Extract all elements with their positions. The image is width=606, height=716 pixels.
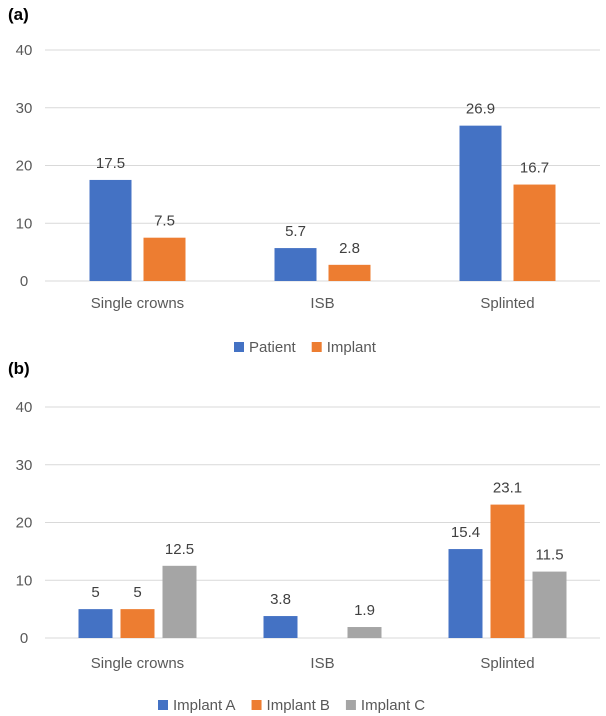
y-tick-label: 20 [16,158,33,175]
legend-label: Patient [249,339,297,356]
bar-implant-c [162,565,197,638]
bar-implant-a [448,549,483,638]
bar-chart-b: (b) 0 10 20 30 40 5 5 12.5 Single crowns 3.8 1.9 ISB… [8,360,600,714]
data-label: 15.4 [451,524,480,541]
legend-label: Implant [327,339,377,356]
bar-implant-a [263,616,298,638]
data-label: 26.9 [466,101,495,118]
y-tick-label: 30 [16,457,33,474]
data-label: 23.1 [493,480,522,497]
bar-implant [328,264,371,281]
data-label: 2.8 [339,240,360,257]
data-label: 11.5 [535,547,563,564]
y-tick-label: 10 [16,215,33,232]
y-tick-label: 0 [20,630,28,647]
data-label: 3.8 [270,591,291,608]
legend-label: Implant B [267,697,330,714]
bar-patient [274,248,317,281]
bar-patient [89,179,132,281]
y-tick-label: 20 [16,515,33,532]
legend-label: Implant A [173,697,236,714]
legend-swatch [345,700,356,710]
y-tick-label: 30 [16,100,33,117]
bar-implant [143,237,186,281]
bar-patient [459,125,502,281]
category-label: ISB [310,655,334,672]
data-label: 7.5 [154,213,175,230]
panel-label: (a) [8,5,29,24]
legend-label: Implant C [361,697,425,714]
panel-label: (b) [8,360,30,378]
legend-swatch [158,700,168,710]
y-tick-label: 0 [20,273,28,290]
bar-implant-c [532,571,567,638]
bar-implant-c [347,627,382,638]
chart-panel-b: (b) 0 10 20 30 40 5 5 12.5 Single crowns 3.8 1.9 ISB… [0,360,606,716]
legend-swatch [311,342,322,352]
data-label: 16.7 [520,160,549,177]
bar-implant-b [490,504,525,638]
bar-implant-b [120,609,155,638]
y-tick-label: 40 [16,399,33,416]
data-label: 1.9 [354,602,375,619]
data-label: 5 [133,584,141,601]
category-label: Splinted [480,655,534,672]
category-label: Single crowns [91,655,184,672]
bar-implant-a [78,609,113,638]
bar-chart-a: (a) 0 10 20 30 40 17.5 7.5 Single crowns 5.7 2.8 IS… [8,5,600,356]
category-label: ISB [310,295,334,312]
data-label: 12.5 [165,541,194,558]
y-tick-label: 40 [16,42,33,59]
y-tick-label: 10 [16,572,33,589]
legend-swatch [234,342,244,352]
data-label: 5.7 [285,223,306,240]
data-label: 17.5 [96,155,125,172]
bar-implant [513,184,556,281]
category-label: Splinted [480,295,534,312]
category-label: Single crowns [91,295,184,312]
legend-swatch [251,700,262,710]
chart-panel-a: (a) 0 10 20 30 40 17.5 7.5 Single crowns 5.7 2.8 IS… [8,5,600,356]
data-label: 5 [91,584,99,601]
